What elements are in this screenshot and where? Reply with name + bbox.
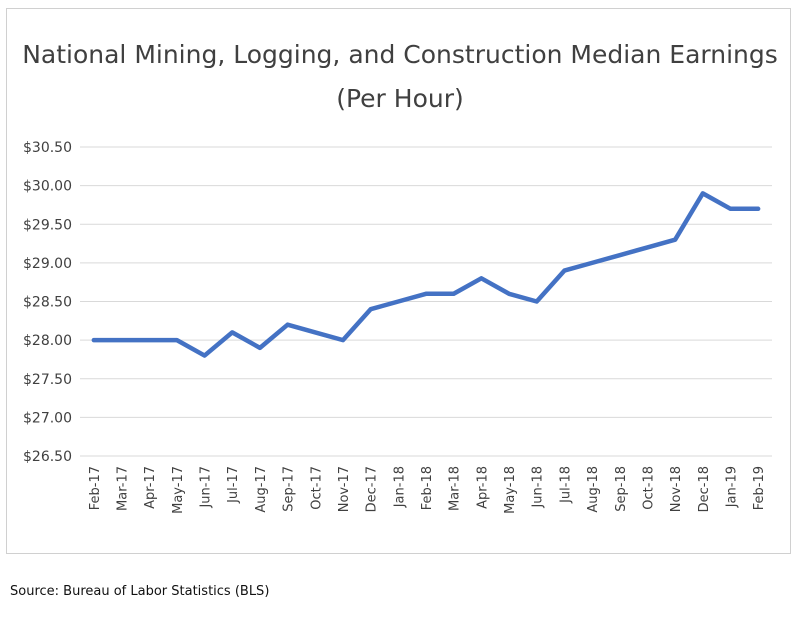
- y-tick-label: $26.50: [23, 449, 72, 465]
- x-tick-label: Mar-17: [116, 466, 131, 511]
- y-tick-label: $28.50: [23, 295, 72, 311]
- gridlines: [80, 146, 772, 457]
- x-tick-label: May-18: [503, 466, 518, 514]
- y-tick-label: $29.50: [23, 217, 72, 233]
- x-tick-label: Jul-18: [558, 466, 573, 504]
- x-tick-label: Oct-17: [309, 466, 324, 510]
- series-line: [91, 191, 761, 358]
- x-tick-label: Feb-18: [420, 466, 435, 510]
- x-tick-label: Feb-19: [752, 466, 767, 510]
- x-tick-label: Jul-17: [226, 466, 241, 504]
- y-tick-label: $27.50: [23, 372, 72, 388]
- x-tick-label: Feb-17: [88, 466, 103, 510]
- x-tick-label: Nov-17: [337, 466, 352, 512]
- y-tick-label: $30.00: [23, 179, 72, 195]
- x-axis-ticks: Feb-17 Mar-17 Apr-17 May-17 Jun-17 Jul-17 Aug-…: [88, 466, 767, 514]
- x-tick-label: Nov-18: [669, 466, 684, 512]
- chart-title: National Mining, Logging, and Constructi…: [22, 40, 778, 69]
- x-tick-label: Jun-18: [531, 466, 546, 509]
- y-tick-label: $28.00: [23, 333, 72, 349]
- y-tick-label: $29.00: [23, 256, 72, 272]
- x-tick-label: Apr-18: [475, 466, 490, 509]
- x-tick-label: Sep-17: [282, 466, 297, 512]
- x-tick-label: Jan-19: [724, 466, 739, 508]
- x-tick-label: Aug-18: [586, 466, 601, 513]
- x-tick-label: Dec-18: [697, 466, 712, 512]
- series-group: [91, 191, 761, 358]
- chart-frame: [6, 8, 791, 554]
- source-note: Source: Bureau of Labor Statistics (BLS): [10, 584, 270, 599]
- x-tick-label: Jan-18: [392, 466, 407, 508]
- x-tick-label: Mar-18: [448, 466, 463, 511]
- x-tick-label: Aug-17: [254, 466, 269, 513]
- chart-subtitle: (Per Hour): [336, 84, 464, 113]
- x-tick-label: Jun-17: [199, 466, 214, 509]
- x-tick-label: Oct-18: [641, 466, 656, 510]
- y-axis-ticks: $26.50 $27.00 $27.50 $28.00 $28.50 $29.00 $29.…: [23, 140, 72, 465]
- x-tick-label: Sep-18: [614, 466, 629, 512]
- x-tick-label: May-17: [171, 466, 186, 514]
- y-tick-label: $27.00: [23, 410, 72, 426]
- y-tick-label: $30.50: [23, 140, 72, 156]
- x-tick-label: Dec-17: [365, 466, 380, 512]
- x-tick-label: Apr-17: [143, 466, 158, 509]
